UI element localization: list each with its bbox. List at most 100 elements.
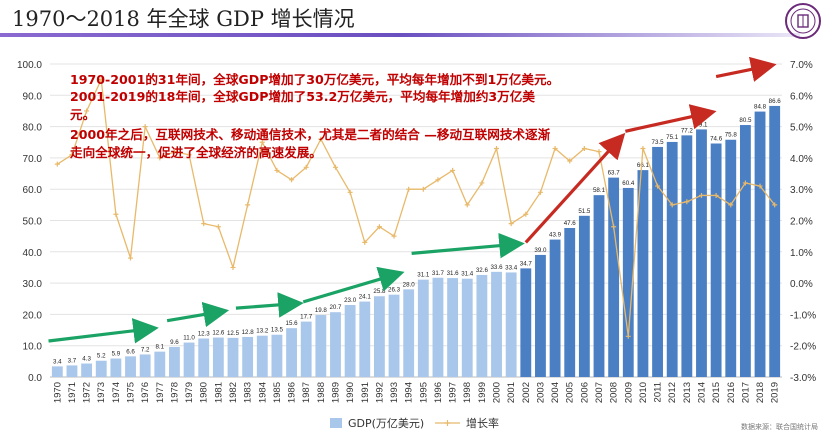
gdp-bar [696,129,707,377]
gdp-data-label: 8.1 [155,344,164,351]
growth-rate-marker [289,177,295,183]
growth-rate-marker [84,108,90,114]
growth-rate-marker [113,211,119,217]
gdp-data-label: 5.9 [112,351,121,358]
y-left-tick-label: 50.0 [23,217,43,228]
growth-rate-marker [479,180,485,186]
y-right-tick-label: 5.0% [790,123,813,134]
gdp-bar [447,278,459,377]
gdp-data-label: 28.0 [403,281,416,288]
gdp-bar [578,215,590,377]
growth-rate-marker [259,139,265,145]
gdp-data-label: 43.9 [549,232,562,239]
x-tick-label: 1982 [228,382,239,403]
growth-rate-marker [406,186,412,192]
growth-rate-marker [684,199,690,205]
growth-rate-marker [698,192,704,198]
x-tick-label: 2007 [594,382,605,403]
growth-rate-marker [142,124,148,130]
gdp-data-label: 23.0 [344,297,357,304]
x-tick-label: 1997 [448,382,459,403]
legend-gdp-swatch [330,418,342,428]
gdp-data-label: 31.4 [461,271,474,278]
x-tick-label: 1976 [140,382,151,403]
annotation-2: 2000年之后，互联网技术、移动通信技术，尤其是二者的结合 —移动互联网技术逐渐… [70,127,551,160]
gdp-data-label: 63.7 [608,170,621,177]
trend-arrow-green [411,232,525,259]
x-tick-label: 1980 [199,382,210,403]
gdp-bar [300,321,312,377]
gdp-data-label: 11.0 [183,335,195,342]
gdp-bar [344,305,356,377]
x-tick-label: 1990 [345,382,356,403]
source-note: 数据来源：联合国统计局 [741,423,818,431]
growth-rate-marker [303,164,309,170]
growth-rate-marker [98,77,104,83]
x-tick-label: 1992 [374,382,385,403]
gdp-data-label: 86.6 [769,98,782,105]
gdp-data-label: 74.6 [710,136,723,143]
gdp-bar [739,125,751,377]
gdp-data-label: 39.0 [534,247,547,254]
y-left-tick-label: 90.0 [23,91,43,102]
y-right-tick-label: 2.0% [790,217,813,228]
gdp-data-label: 3.4 [53,358,62,365]
title-underline [0,33,800,37]
x-tick-label: 1987 [301,382,312,403]
gdp-bar [666,141,678,377]
growth-rate-marker [332,164,338,170]
gdp-data-label: 84.8 [754,104,767,111]
growth-rate-marker [728,202,734,208]
growth-rate-marker [435,177,441,183]
gdp-bar [491,271,502,377]
gdp-bar [330,312,341,377]
gdp-bar [388,294,400,377]
gdp-data-label: 75.8 [725,132,738,139]
gdp-bar [212,337,224,377]
trend-arrow-green [48,318,159,344]
gdp-data-label: 47.6 [564,220,577,227]
growth-rate-marker [596,149,602,155]
gdp-data-label: 32.6 [476,267,489,274]
gdp-bar [769,105,781,377]
trend-arrow-green [235,292,304,318]
growth-rate-marker [171,149,177,155]
x-tick-label: 2001 [506,382,517,403]
x-tick-label: 1995 [418,382,429,403]
x-tick-label: 1973 [96,382,107,403]
gdp-data-label: 77.2 [681,127,694,134]
y-right-tick-label: 0.0% [790,279,813,290]
gdp-bar [359,301,371,377]
growth-rate-marker [69,152,75,158]
x-tick-label: 1974 [111,382,122,403]
x-tick-label: 2015 [711,382,722,403]
growth-rate-marker [450,167,456,173]
gdp-data-label: 31.1 [417,272,430,279]
gdp-data-label: 19.8 [315,307,328,314]
growth-rate-marker [157,155,163,161]
gdp-growth-chart: 0.0 10.0 20.0 30.0 40.0 50.0 60.0 70.0 80.0 90.0 1… [17,56,816,430]
gdp-data-label: 80.5 [739,117,752,124]
x-tick-label: 1998 [462,382,473,403]
growth-rate-marker [128,255,134,261]
growth-rate-marker [625,333,631,339]
x-tick-label: 2004 [550,382,561,403]
gdp-bar [110,358,122,377]
x-tick-label: 2019 [770,382,781,403]
x-tick-label: 1988 [316,382,327,403]
gdp-bar [417,279,429,377]
x-tick-label: 2013 [682,382,693,403]
gdp-data-label: 12.3 [198,331,211,338]
y-right-tick-label: 7.0% [790,60,813,71]
growth-rate-marker [362,239,368,245]
x-tick-label: 2017 [740,382,751,403]
gdp-data-label: 26.3 [388,287,401,294]
growth-rate-marker [318,136,324,142]
growth-rate-marker [54,161,60,167]
trend-arrow-green [166,301,230,328]
growth-rate-marker [567,158,573,164]
x-tick-label: 1984 [257,382,268,403]
y-right-tick-label: 3.0% [790,185,813,196]
x-tick-label: 2016 [726,382,737,403]
x-tick-label: 1977 [155,382,166,403]
